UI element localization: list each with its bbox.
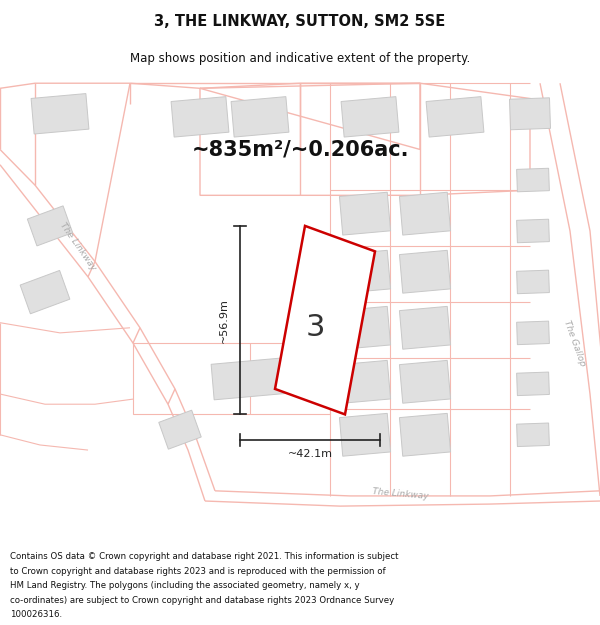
Polygon shape: [275, 226, 375, 414]
Text: 3, THE LINKWAY, SUTTON, SM2 5SE: 3, THE LINKWAY, SUTTON, SM2 5SE: [154, 14, 446, 29]
Polygon shape: [31, 94, 89, 134]
Text: The Linkway: The Linkway: [371, 487, 428, 501]
Polygon shape: [341, 97, 399, 137]
Polygon shape: [28, 206, 73, 246]
Text: co-ordinates) are subject to Crown copyright and database rights 2023 Ordnance S: co-ordinates) are subject to Crown copyr…: [10, 596, 394, 605]
Polygon shape: [517, 168, 550, 192]
Polygon shape: [517, 423, 550, 446]
Polygon shape: [426, 97, 484, 137]
Polygon shape: [517, 372, 550, 396]
Polygon shape: [20, 271, 70, 314]
Polygon shape: [340, 251, 391, 293]
Polygon shape: [517, 321, 550, 344]
Polygon shape: [400, 192, 451, 235]
Text: ~56.9m: ~56.9m: [219, 298, 229, 343]
Polygon shape: [211, 357, 289, 400]
Text: The Linkway: The Linkway: [58, 221, 98, 272]
Polygon shape: [517, 270, 550, 294]
Polygon shape: [400, 413, 451, 456]
Text: 100026316.: 100026316.: [10, 610, 62, 619]
Text: The Gallop: The Gallop: [562, 319, 587, 368]
Polygon shape: [340, 361, 391, 403]
Polygon shape: [400, 361, 451, 403]
Polygon shape: [231, 97, 289, 137]
Text: ~835m²/~0.206ac.: ~835m²/~0.206ac.: [191, 139, 409, 159]
Polygon shape: [340, 413, 391, 456]
Polygon shape: [340, 192, 391, 235]
Text: 3: 3: [305, 313, 325, 342]
Polygon shape: [400, 251, 451, 293]
Text: to Crown copyright and database rights 2023 and is reproduced with the permissio: to Crown copyright and database rights 2…: [10, 567, 386, 576]
Text: ~42.1m: ~42.1m: [287, 449, 332, 459]
Polygon shape: [171, 97, 229, 137]
Text: HM Land Registry. The polygons (including the associated geometry, namely x, y: HM Land Registry. The polygons (includin…: [10, 581, 360, 590]
Polygon shape: [159, 410, 201, 449]
Polygon shape: [340, 306, 391, 349]
Polygon shape: [509, 98, 551, 130]
Polygon shape: [517, 219, 550, 243]
Text: Map shows position and indicative extent of the property.: Map shows position and indicative extent…: [130, 52, 470, 65]
Polygon shape: [400, 306, 451, 349]
Text: Contains OS data © Crown copyright and database right 2021. This information is : Contains OS data © Crown copyright and d…: [10, 552, 398, 561]
